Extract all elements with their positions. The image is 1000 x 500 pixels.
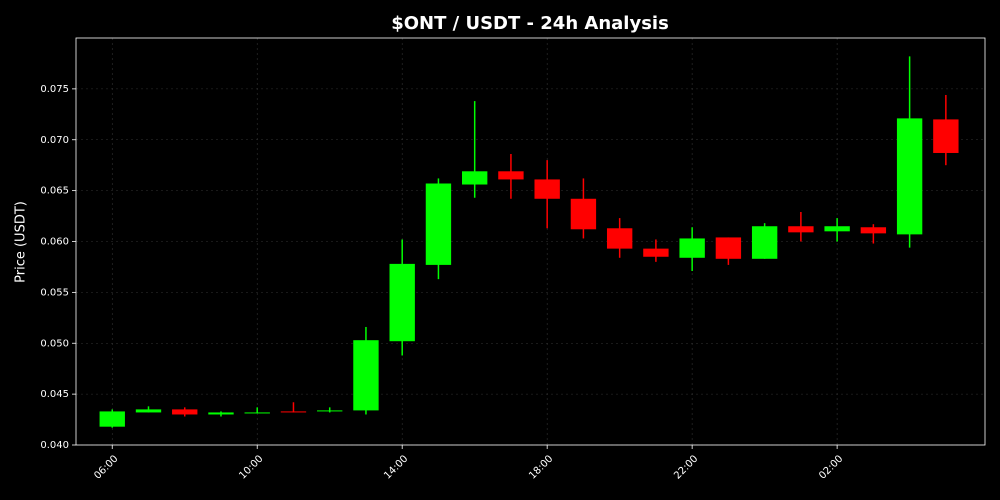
candle-body	[461, 171, 488, 185]
y-tick-label: 0.060	[40, 237, 69, 248]
candle-body	[317, 410, 343, 412]
candle-body	[679, 238, 705, 258]
candle-body	[498, 171, 524, 180]
candle-body	[280, 411, 307, 413]
y-tick-label: 0.055	[40, 287, 69, 298]
candle-body	[172, 409, 198, 415]
candle-body	[244, 412, 270, 414]
candle-body	[353, 340, 379, 411]
y-tick-label: 0.070	[40, 135, 69, 146]
candle-body	[606, 228, 633, 249]
candle-body	[389, 263, 415, 342]
y-tick-label: 0.075	[40, 84, 69, 95]
candle-body	[788, 226, 814, 233]
y-tick-label: 0.050	[40, 338, 69, 349]
candle-body	[135, 409, 162, 413]
candle-body	[715, 237, 742, 259]
y-tick-label: 0.045	[40, 389, 69, 400]
candle-body	[933, 119, 959, 153]
y-axis-label: Price (USDT)	[14, 201, 29, 283]
candle-body	[751, 226, 778, 259]
candle-body	[860, 227, 887, 234]
candle-body	[534, 179, 560, 199]
candle-body	[208, 412, 234, 415]
candle-body	[425, 183, 452, 265]
y-tick-label: 0.040	[40, 440, 69, 451]
candle-body	[824, 226, 850, 232]
candle-body	[896, 118, 923, 235]
y-tick-label: 0.065	[40, 186, 69, 197]
plot-frame	[75, 37, 986, 446]
candle-body	[570, 198, 597, 230]
chart-title: $ONT / USDT - 24h Analysis	[391, 13, 669, 34]
candle-body	[643, 248, 669, 257]
candle-body	[99, 411, 125, 427]
